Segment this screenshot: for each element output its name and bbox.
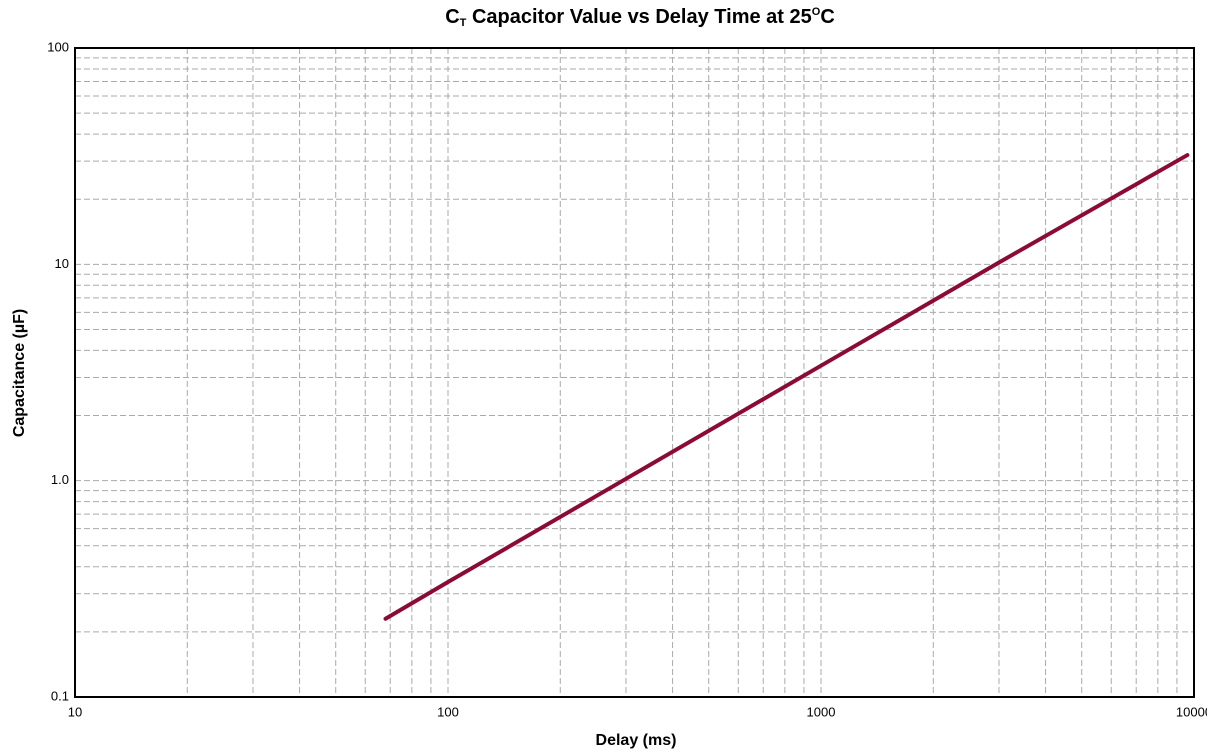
data-line [383,153,1190,621]
x-tick-label: 1000 [807,704,836,719]
y-tick-label: 10 [55,256,69,271]
y-axis-label: Capacitance (µF) [11,309,28,437]
y-tick-label: 0.1 [51,688,69,703]
x-tick-label: 10 [68,704,82,719]
plot-frame [74,47,1195,698]
x-axis-label: Delay (ms) [596,732,677,749]
y-tick-label: 1.0 [51,472,69,487]
y-tick-label: 100 [47,39,69,54]
chart-title: CT Capacitor Value vs Delay Time at 25OC [445,6,835,29]
x-tick-label: 100 [437,704,459,719]
